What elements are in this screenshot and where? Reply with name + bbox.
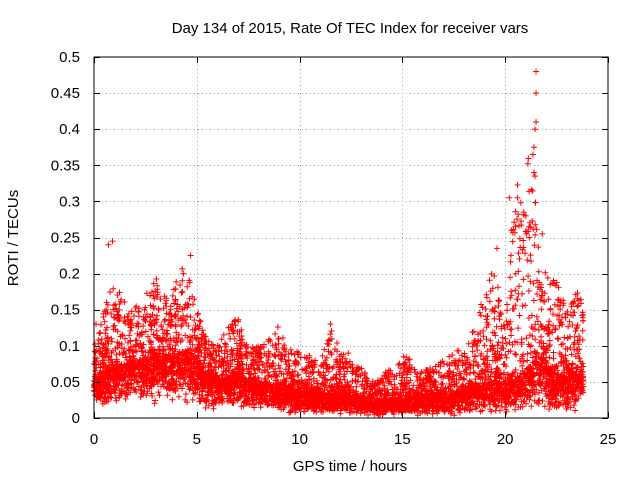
- roti-outlier-point: [514, 194, 521, 201]
- y-tick-label: 0.05: [51, 374, 80, 391]
- y-tick-labels: 0 0.05 0.1 0.15 0.2 0.25 0.3 0.35 0.4 0.45 0.5: [51, 49, 80, 427]
- y-tick-label: 0.3: [59, 193, 80, 210]
- roti-outlier-point: [327, 321, 334, 328]
- y-tick-label: 0.35: [51, 157, 80, 174]
- axis-ticks: [94, 57, 609, 419]
- roti-outlier-point: [105, 241, 112, 248]
- y-tick-label: 0.2: [59, 266, 80, 283]
- x-tick-labels: 0 5 10 15 20 25: [90, 431, 617, 448]
- y-tick-label: 0.1: [59, 338, 80, 355]
- roti-outlier-point: [530, 144, 537, 151]
- y-tick-label: 0.4: [59, 121, 80, 138]
- y-tick-label: 0.15: [51, 302, 80, 319]
- roti-outlier-point: [529, 151, 536, 158]
- x-tick-label: 10: [291, 431, 308, 448]
- plot-frame: [93, 56, 609, 419]
- roti-outlier-point: [533, 118, 540, 125]
- y-tick-label: 0: [72, 410, 80, 427]
- chart-title: Day 134 of 2015, Rate Of TEC Index for r…: [172, 20, 529, 37]
- x-axis-label: GPS time / hours: [293, 458, 407, 475]
- roti-outlier-point: [533, 68, 540, 75]
- x-tick-label: 25: [600, 431, 617, 448]
- y-tick-label: 0.5: [59, 49, 80, 66]
- roti-outlier-point: [520, 209, 527, 216]
- y-tick-label: 0.25: [51, 230, 80, 247]
- roti-outlier-point: [530, 169, 537, 176]
- roti-outlier-point: [532, 173, 539, 180]
- roti-outlier-point: [493, 245, 500, 252]
- roti-outlier-point: [512, 223, 519, 230]
- roti-outlier-point: [532, 126, 539, 133]
- x-tick-label: 0: [90, 431, 98, 448]
- roti-outlier-point: [539, 230, 546, 237]
- roti-outlier-point: [187, 252, 194, 259]
- y-axis-label: ROTI / TECUs: [5, 190, 22, 286]
- x-tick-label: 20: [497, 431, 514, 448]
- roti-outlier-point: [522, 212, 529, 219]
- x-tick-label: 15: [394, 431, 411, 448]
- roti-outlier-point: [109, 238, 116, 245]
- y-tick-label: 0.45: [51, 85, 80, 102]
- roti-outlier-point: [533, 90, 540, 97]
- roti-outlier-point: [508, 227, 515, 234]
- roti-point-cloud: [91, 155, 587, 419]
- roti-outlier-point: [506, 194, 513, 201]
- data-points: [91, 68, 587, 419]
- x-tick-label: 5: [193, 431, 201, 448]
